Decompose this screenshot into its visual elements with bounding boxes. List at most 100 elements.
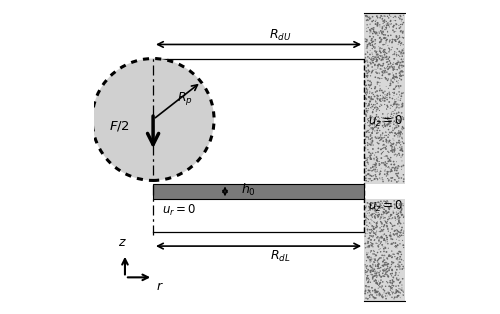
Point — [366, 130, 374, 135]
Point — [384, 290, 392, 295]
Point — [382, 54, 390, 59]
Point — [384, 91, 392, 96]
Point — [370, 207, 378, 212]
Point — [388, 241, 396, 246]
Point — [376, 282, 384, 287]
Point — [396, 280, 404, 285]
Point — [395, 40, 403, 45]
Point — [400, 245, 407, 250]
Point — [372, 160, 380, 165]
Point — [378, 220, 386, 225]
Point — [364, 87, 372, 92]
Point — [376, 225, 384, 230]
Point — [382, 25, 390, 30]
Point — [381, 260, 389, 265]
Point — [374, 23, 382, 28]
Point — [381, 14, 389, 19]
Point — [399, 264, 407, 269]
Point — [396, 22, 404, 27]
Point — [374, 20, 382, 25]
Point — [371, 55, 379, 60]
Point — [374, 121, 382, 126]
Point — [395, 286, 403, 291]
Point — [385, 122, 393, 127]
Point — [382, 219, 390, 224]
Point — [376, 40, 384, 45]
Point — [377, 229, 385, 234]
Point — [376, 96, 384, 101]
Point — [390, 240, 398, 245]
Point — [365, 284, 373, 289]
Point — [365, 94, 373, 99]
Point — [386, 278, 394, 283]
Point — [379, 68, 387, 73]
Point — [368, 174, 376, 179]
Point — [380, 36, 388, 41]
Point — [384, 14, 392, 19]
Point — [381, 209, 389, 214]
Point — [384, 115, 392, 120]
Point — [395, 270, 403, 275]
Point — [376, 169, 384, 174]
Point — [382, 57, 390, 62]
Point — [380, 274, 388, 279]
Point — [374, 146, 382, 151]
Point — [364, 176, 372, 181]
Point — [370, 162, 378, 167]
Point — [378, 57, 386, 62]
Point — [392, 105, 400, 110]
Point — [378, 69, 386, 74]
Point — [378, 37, 386, 42]
Point — [362, 166, 370, 171]
Point — [390, 177, 398, 182]
Point — [382, 173, 390, 178]
Point — [394, 46, 402, 51]
Point — [366, 220, 374, 225]
Point — [380, 116, 388, 121]
Point — [388, 130, 396, 135]
Point — [386, 21, 394, 26]
Point — [398, 167, 406, 172]
Point — [390, 51, 398, 57]
Point — [382, 154, 390, 159]
Point — [386, 60, 394, 65]
Point — [374, 141, 382, 146]
Point — [376, 214, 384, 219]
Point — [393, 67, 401, 72]
Point — [390, 30, 398, 35]
Point — [385, 90, 393, 95]
Point — [372, 176, 380, 181]
Point — [388, 40, 396, 45]
Point — [393, 231, 401, 236]
Point — [380, 23, 388, 28]
Point — [383, 153, 391, 158]
Point — [369, 147, 377, 152]
Point — [394, 131, 402, 136]
Point — [396, 130, 404, 135]
Point — [383, 122, 391, 127]
Point — [376, 49, 384, 54]
Point — [368, 241, 376, 246]
Point — [396, 71, 404, 76]
Point — [394, 216, 402, 221]
Point — [388, 21, 396, 26]
Point — [366, 27, 374, 32]
Point — [377, 274, 385, 279]
Point — [391, 99, 399, 104]
Point — [381, 162, 389, 167]
Point — [378, 155, 386, 160]
Point — [366, 34, 374, 39]
Point — [386, 12, 394, 17]
Point — [369, 178, 377, 183]
Point — [366, 263, 374, 268]
Point — [386, 138, 394, 143]
Point — [371, 214, 379, 219]
Point — [362, 141, 370, 146]
Point — [378, 103, 386, 108]
Point — [387, 202, 395, 207]
Point — [374, 219, 382, 225]
Point — [386, 267, 394, 272]
Point — [399, 73, 407, 78]
Point — [370, 58, 378, 63]
Point — [381, 96, 389, 101]
